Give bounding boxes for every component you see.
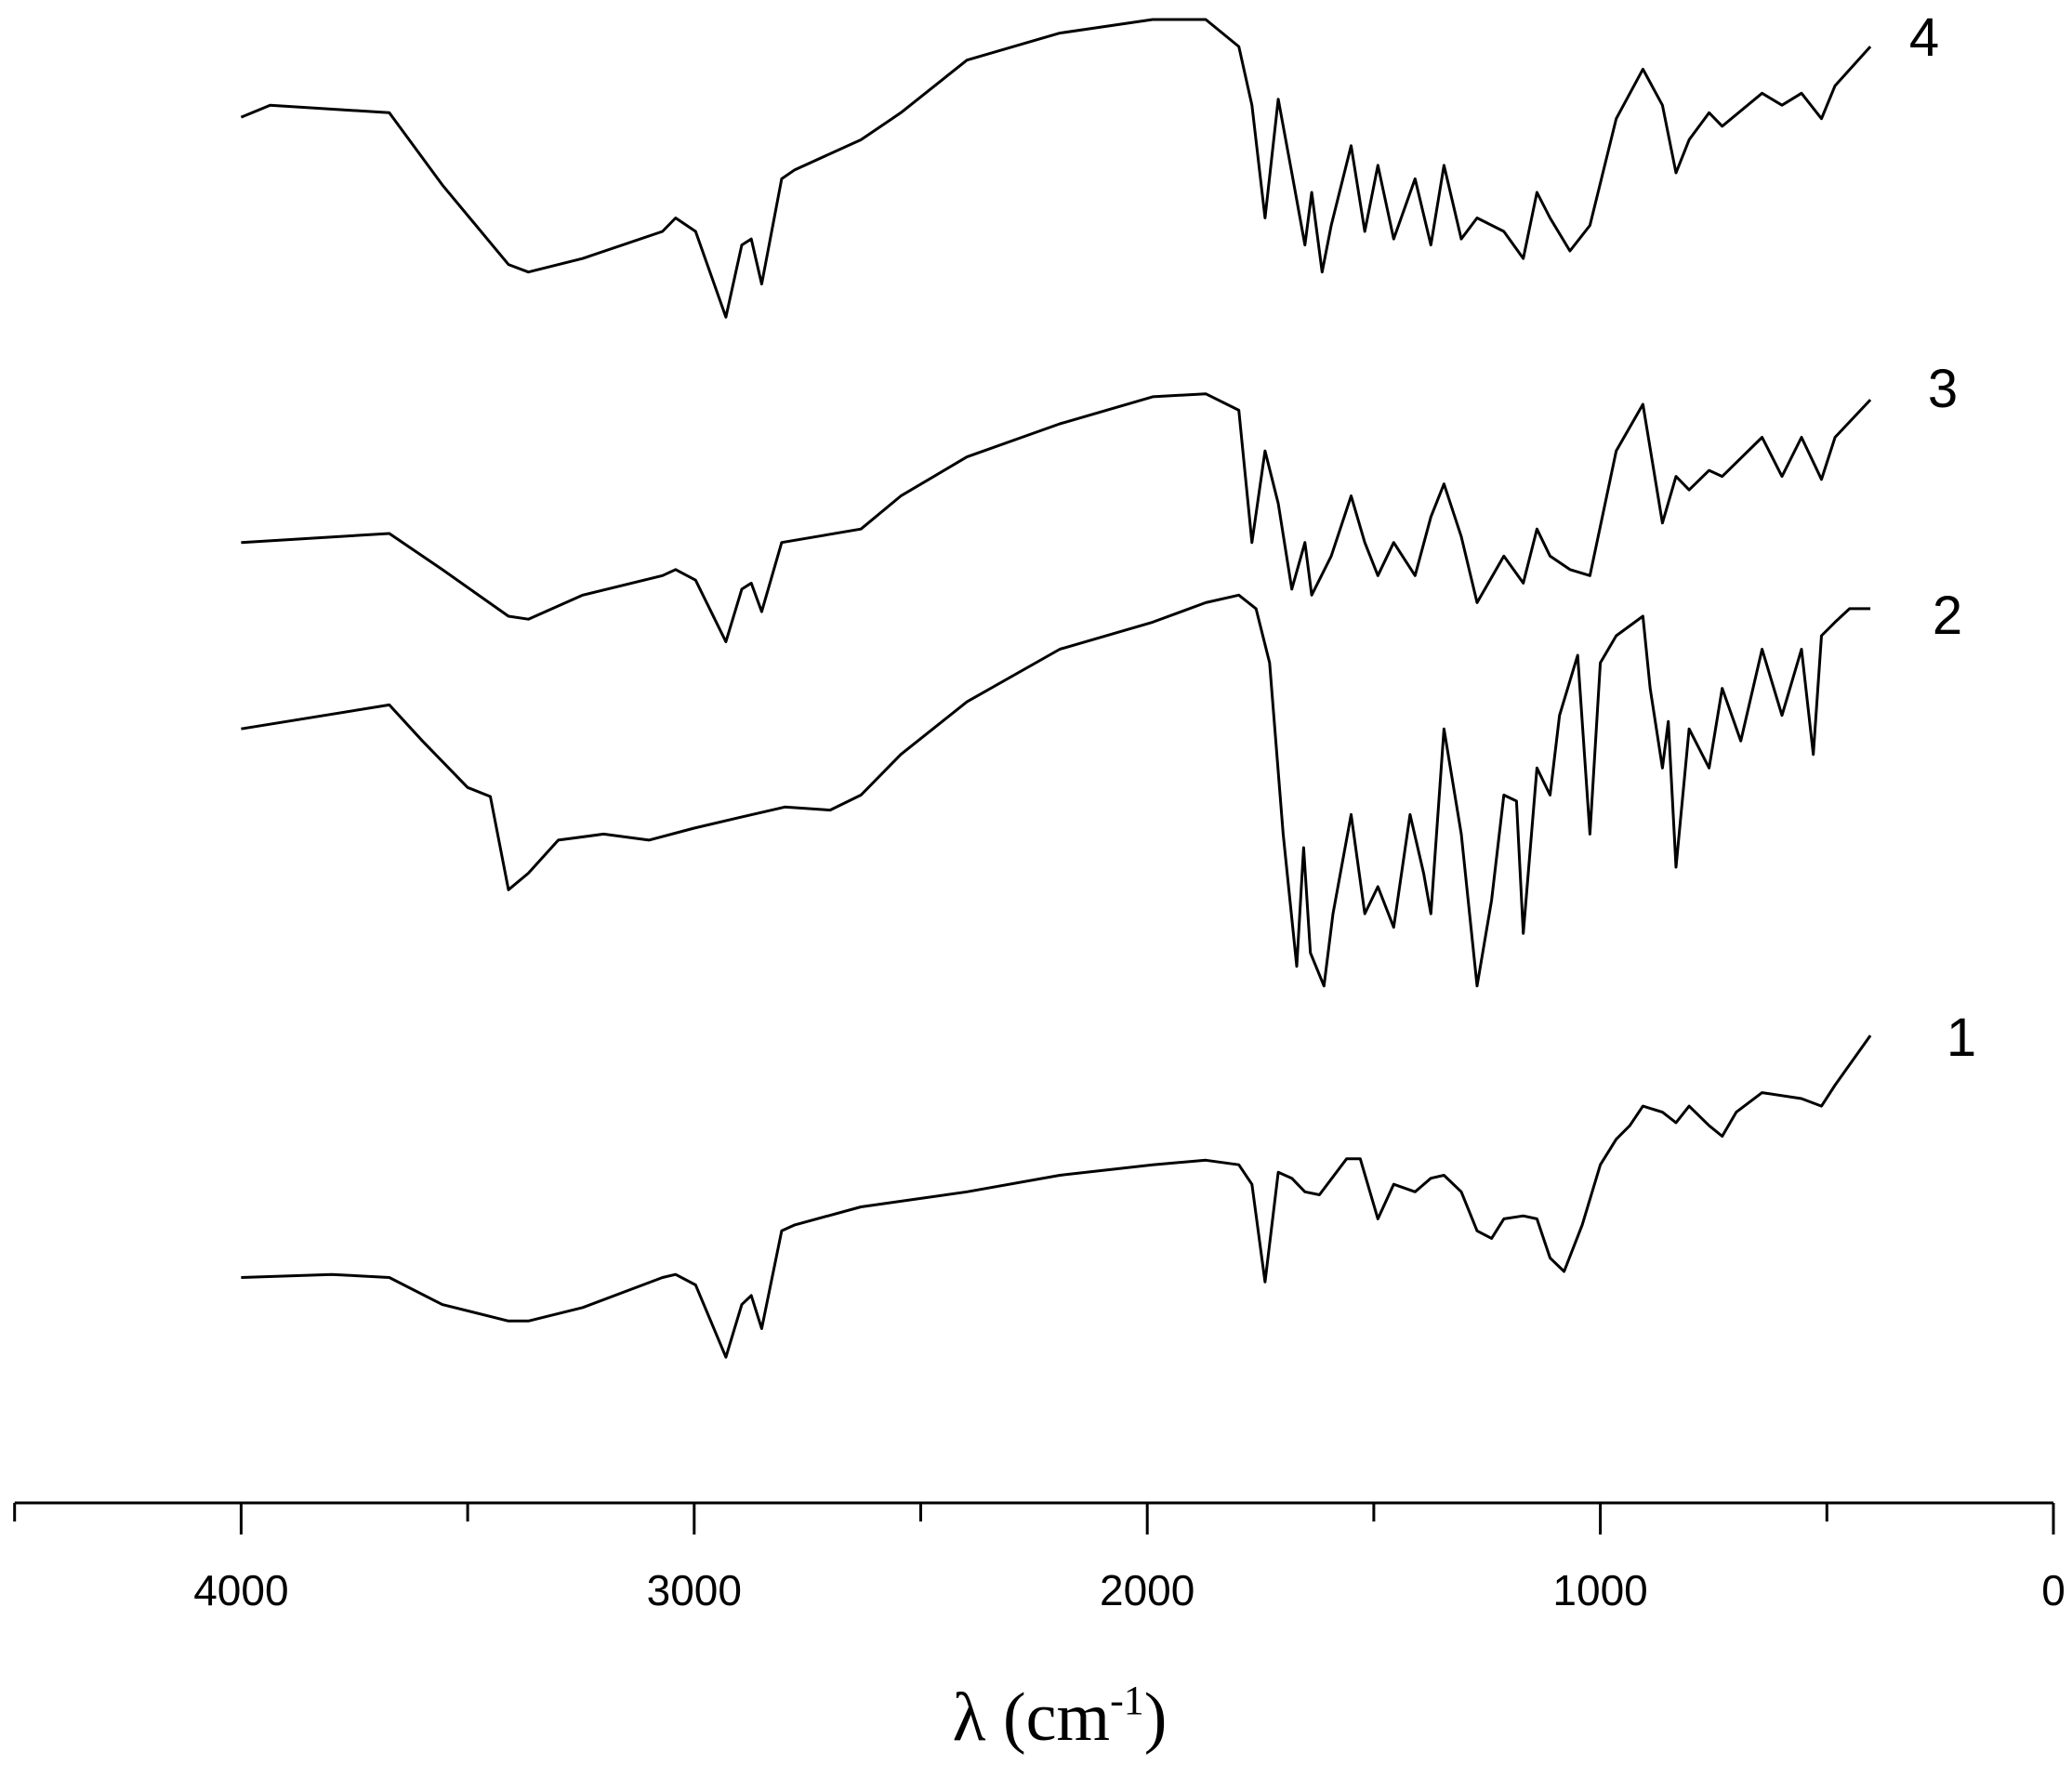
series-label: 1 xyxy=(1947,1008,1976,1068)
series-label: 3 xyxy=(1928,359,1958,419)
spectrum-line xyxy=(241,1034,1872,1359)
series-label: 4 xyxy=(1909,7,1939,68)
x-tick-label: 2000 xyxy=(1100,1566,1194,1614)
spectrum-line xyxy=(241,593,1871,988)
series-label: 2 xyxy=(1933,586,1962,646)
x-tick-label: 4000 xyxy=(193,1566,288,1614)
spectrum-line xyxy=(240,18,1872,319)
x-tick-label: 1000 xyxy=(1552,1566,1647,1614)
x-axis-title-main: λ (cm xyxy=(953,1679,1110,1756)
spectrum-line xyxy=(241,392,1872,643)
x-axis-title: λ (cm-1) xyxy=(953,1678,1168,1756)
x-tick-label: 0 xyxy=(2041,1566,2065,1614)
x-axis-title-sup: -1 xyxy=(1110,1678,1144,1723)
x-axis-title-close: ) xyxy=(1144,1679,1168,1756)
x-tick-label: 3000 xyxy=(647,1566,742,1614)
